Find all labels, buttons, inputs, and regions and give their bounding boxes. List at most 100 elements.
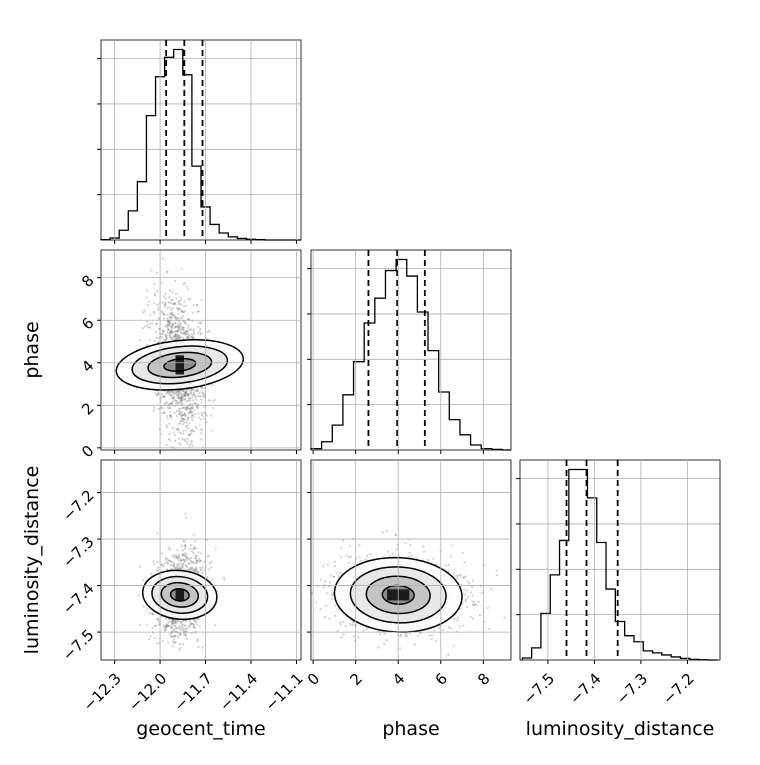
scatter-point [169, 329, 173, 332]
scatter-point [186, 424, 189, 427]
scatter-point [146, 289, 149, 292]
scatter-point [353, 639, 356, 642]
scatter-point [164, 401, 168, 404]
scatter-point [452, 644, 455, 648]
scatter-point [184, 322, 187, 325]
scatter-point [177, 323, 180, 326]
scatter-point [181, 389, 184, 392]
scatter-point [398, 555, 401, 558]
scatter-point [200, 429, 204, 432]
scatter-point [171, 621, 174, 625]
scatter-point [152, 310, 155, 313]
scatter-point [180, 565, 184, 568]
scatter-point [173, 634, 176, 637]
scatter-point [430, 637, 433, 641]
scatter-point [177, 396, 181, 399]
scatter-point [179, 400, 182, 403]
scatter-point [193, 546, 196, 549]
scatter-point [147, 637, 151, 641]
scatter-point [171, 336, 174, 339]
scatter-point [189, 559, 193, 562]
scatter-point [194, 540, 197, 543]
scatter-point [187, 330, 190, 333]
scatter-point [186, 336, 189, 339]
scatter-point [178, 398, 181, 401]
scatter-point [177, 312, 180, 315]
scatter-point [175, 399, 178, 402]
scatter-point [175, 335, 178, 338]
scatter-point [189, 390, 192, 393]
scatter-point [196, 570, 199, 574]
scatter-point [173, 635, 176, 638]
scatter-point [153, 340, 157, 343]
scatter-point [169, 415, 172, 418]
scatter-point [184, 391, 187, 394]
scatter-point [187, 407, 191, 410]
scatter-point [430, 634, 434, 637]
scatter-point [195, 569, 198, 573]
scatter-point [178, 407, 181, 410]
scatter-point [167, 328, 170, 331]
scatter-point [351, 623, 354, 627]
scatter-point [192, 626, 196, 629]
scatter-point [191, 561, 195, 564]
scatter-point [190, 550, 194, 553]
scatter-point [362, 629, 365, 632]
scatter-point [187, 326, 190, 330]
scatter-point [192, 337, 195, 340]
scatter-point [175, 428, 178, 431]
scatter-point [181, 315, 185, 318]
scatter-point [173, 302, 176, 305]
scatter-point [171, 331, 174, 334]
scatter-point [150, 572, 153, 576]
scatter-point [168, 432, 171, 436]
scatter-point [167, 323, 170, 326]
scatter-point [200, 411, 203, 414]
scatter-point [148, 326, 151, 329]
scatter-point [166, 391, 169, 394]
scatter-point [184, 304, 187, 307]
scatter-point [195, 389, 199, 393]
scatter-point [195, 559, 198, 562]
scatter-point [171, 555, 174, 558]
scatter-point [176, 620, 179, 623]
scatter-point [166, 406, 170, 409]
scatter-point [191, 388, 194, 391]
scatter-point [186, 407, 189, 410]
scatter-point [345, 554, 348, 557]
scatter-point [154, 330, 158, 333]
scatter-point [162, 330, 165, 333]
scatter-point [433, 629, 436, 632]
scatter-point [178, 324, 181, 327]
scatter-point [183, 624, 187, 627]
scatter-point [164, 623, 168, 626]
scatter-point [391, 552, 395, 555]
scatter-point [359, 559, 362, 562]
scatter-point [164, 304, 167, 307]
scatter-point [180, 400, 183, 403]
scatter-point [190, 622, 193, 625]
scatter-point [488, 627, 491, 631]
scatter-point [150, 612, 154, 615]
scatter-point [190, 544, 193, 547]
scatter-point [185, 555, 188, 559]
scatter-point [156, 618, 159, 621]
scatter-point [185, 406, 188, 409]
scatter-point [187, 416, 190, 419]
scatter-point [340, 546, 343, 549]
scatter-point [176, 334, 179, 338]
scatter-point [176, 390, 179, 393]
scatter-point [171, 620, 174, 623]
scatter-point [186, 394, 189, 397]
scatter-point [177, 393, 180, 397]
scatter-point [188, 562, 191, 565]
scatter-point [177, 441, 180, 445]
scatter-point [353, 623, 356, 626]
scatter-point [166, 320, 169, 323]
scatter-point [179, 396, 182, 399]
scatter-point [170, 316, 173, 319]
scatter-point [187, 393, 191, 397]
scatter-point [154, 392, 157, 395]
scatter-point [183, 282, 186, 285]
scatter-point [182, 396, 185, 399]
